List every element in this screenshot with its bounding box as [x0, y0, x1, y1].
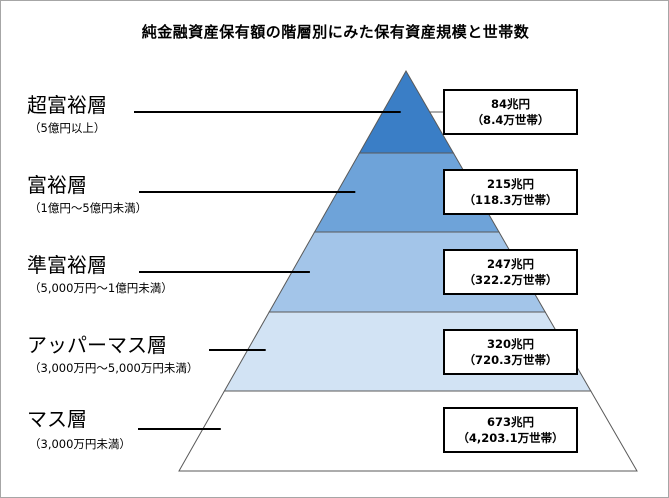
tier-range-ultra-wealthy: （5億円以上） — [29, 121, 106, 135]
asset-amount: 215兆円 — [486, 177, 534, 191]
tier-name-upper-mass: アッパーマス層 — [27, 333, 167, 357]
household-count: （118.3万世帯） — [463, 193, 558, 207]
tier-range-mass: （3,000万円未満） — [29, 437, 131, 451]
tier-range-wealthy: （1億円～5億円未満） — [29, 201, 148, 215]
household-count: （4,203.1万世帯） — [457, 431, 564, 445]
household-count: （322.2万世帯） — [463, 273, 558, 287]
value-box-ultra-wealthy: 84兆円 （8.4万世帯） — [443, 89, 578, 135]
tier-name-mass: マス層 — [27, 407, 87, 431]
value-box-wealthy: 215兆円 （118.3万世帯） — [443, 169, 578, 215]
tier-name-wealthy: 富裕層 — [27, 173, 87, 197]
value-box-mass: 673兆円 （4,203.1万世帯） — [443, 407, 578, 453]
tier-range-upper-mass: （3,000万円～5,000万円未満） — [29, 361, 199, 375]
value-box-semi-wealthy: 247兆円 （322.2万世帯） — [443, 249, 578, 295]
tier-name-ultra-wealthy: 超富裕層 — [27, 93, 107, 117]
asset-amount: 320兆円 — [486, 337, 534, 351]
household-count: （720.3万世帯） — [463, 353, 558, 367]
tier-name-semi-wealthy: 準富裕層 — [27, 253, 107, 277]
diagram-title: 純金融資産保有額の階層別にみた保有資産規模と世帯数 — [141, 23, 530, 41]
asset-amount: 673兆円 — [486, 415, 534, 429]
asset-amount: 84兆円 — [490, 97, 530, 111]
household-count: （8.4万世帯） — [471, 113, 550, 127]
asset-amount: 247兆円 — [486, 257, 534, 271]
value-box-upper-mass: 320兆円 （720.3万世帯） — [443, 329, 578, 375]
tier-range-semi-wealthy: （5,000万円～1億円未満） — [29, 281, 173, 295]
